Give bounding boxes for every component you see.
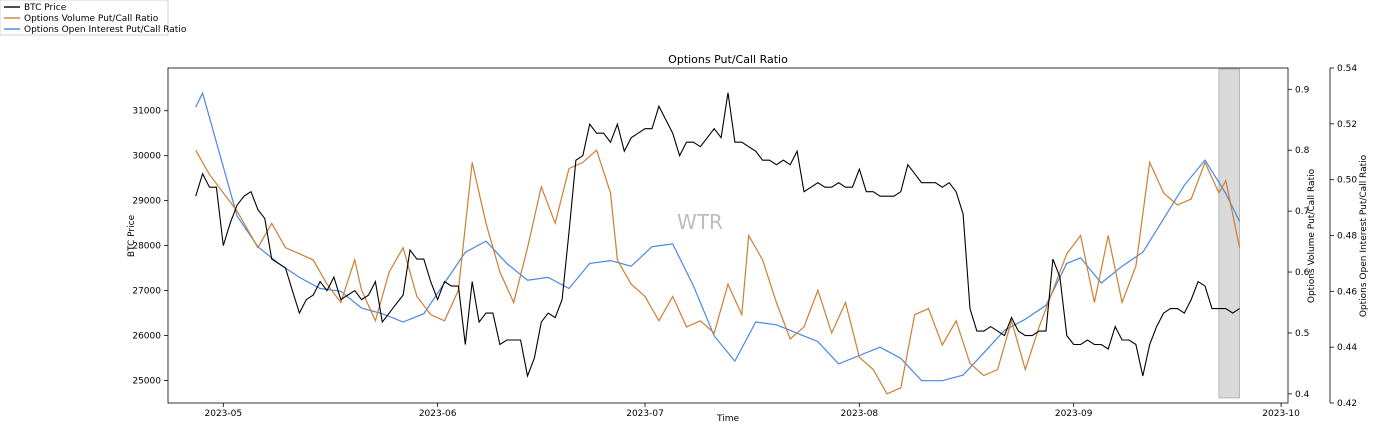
series-line-volume-ratio bbox=[195, 149, 1241, 395]
left-axis-ticks: 25000 26000 27000 28000 29000 30000 31000 bbox=[132, 107, 168, 387]
legend-label-open-interest-ratio: Options Open Interest Put/Call Ratio bbox=[24, 25, 187, 35]
right1-tick-label: 0.8 bbox=[1295, 146, 1310, 156]
left-tick-label: 28000 bbox=[132, 242, 161, 252]
x-axis-label: Time bbox=[716, 414, 739, 424]
x-tick-label: 2023-10 bbox=[1262, 409, 1300, 419]
right1-tick-label: 0.5 bbox=[1295, 329, 1309, 339]
left-tick-label: 30000 bbox=[132, 152, 161, 162]
x-tick-label: 2023-05 bbox=[205, 409, 243, 419]
chart-title: Options Put/Call Ratio bbox=[668, 53, 788, 66]
left-tick-label: 29000 bbox=[132, 197, 161, 207]
legend: BTC Price Options Volume Put/Call Ratio … bbox=[0, 0, 187, 36]
right1-axis-ticks: 0.4 0.5 0.6 0.7 0.8 0.9 bbox=[1288, 85, 1310, 400]
series-line-open-interest-ratio bbox=[195, 91, 1241, 382]
series-line-btc-price bbox=[195, 92, 1240, 378]
left-axis-label: BTC Price bbox=[127, 214, 137, 257]
x-tick-label: 2023-08 bbox=[841, 409, 879, 419]
right1-tick-label: 0.6 bbox=[1295, 268, 1310, 278]
plot-frame bbox=[167, 67, 1289, 404]
right1-tick-label: 0.7 bbox=[1295, 207, 1309, 217]
left-tick-label: 27000 bbox=[132, 287, 161, 297]
legend-label-btc-price: BTC Price bbox=[24, 3, 67, 13]
right1-tick-label: 0.9 bbox=[1295, 85, 1310, 95]
right2-tick-label: 0.52 bbox=[1337, 120, 1357, 130]
right2-tick-label: 0.54 bbox=[1337, 64, 1357, 74]
x-tick-label: 2023-07 bbox=[626, 409, 664, 419]
right2-tick-label: 0.50 bbox=[1337, 176, 1357, 186]
left-tick-label: 31000 bbox=[132, 107, 161, 117]
right2-tick-label: 0.44 bbox=[1337, 343, 1357, 353]
right2-tick-label: 0.46 bbox=[1337, 287, 1357, 297]
right2-tick-label: 0.48 bbox=[1337, 232, 1357, 242]
right2-axis-ticks: 0.42 0.44 0.46 0.48 0.50 0.52 0.54 bbox=[1330, 64, 1357, 409]
right2-axis-label: Options Open Interest Put/Call Ratio bbox=[1359, 154, 1369, 317]
left-tick-label: 26000 bbox=[132, 332, 161, 342]
right1-axis-label: Options Volume Put/Call Ratio bbox=[1307, 168, 1317, 303]
watermark: WTR bbox=[677, 210, 723, 234]
legend-label-volume-ratio: Options Volume Put/Call Ratio bbox=[24, 14, 159, 24]
x-tick-label: 2023-06 bbox=[419, 409, 457, 419]
legend-box bbox=[0, 0, 169, 36]
right1-tick-label: 0.4 bbox=[1295, 390, 1310, 400]
left-tick-label: 25000 bbox=[132, 377, 161, 387]
highlight-span-band bbox=[1218, 68, 1240, 399]
x-tick-label: 2023-09 bbox=[1055, 409, 1093, 419]
x-axis-ticks: 2023-05 2023-06 2023-07 2023-08 2023-09 2023-… bbox=[205, 403, 1300, 419]
right2-tick-label: 0.42 bbox=[1337, 399, 1357, 409]
